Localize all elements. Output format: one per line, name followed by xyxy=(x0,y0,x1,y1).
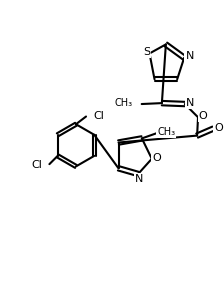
Text: O: O xyxy=(214,123,223,133)
Text: Cl: Cl xyxy=(32,160,42,170)
Text: O: O xyxy=(153,153,161,163)
Text: CH₃: CH₃ xyxy=(157,127,175,137)
Text: CH₃: CH₃ xyxy=(114,98,133,108)
Text: S: S xyxy=(143,47,150,57)
Text: O: O xyxy=(199,111,208,121)
Text: Cl: Cl xyxy=(93,111,104,121)
Text: N: N xyxy=(186,98,194,108)
Text: N: N xyxy=(185,51,194,61)
Text: N: N xyxy=(135,174,143,184)
